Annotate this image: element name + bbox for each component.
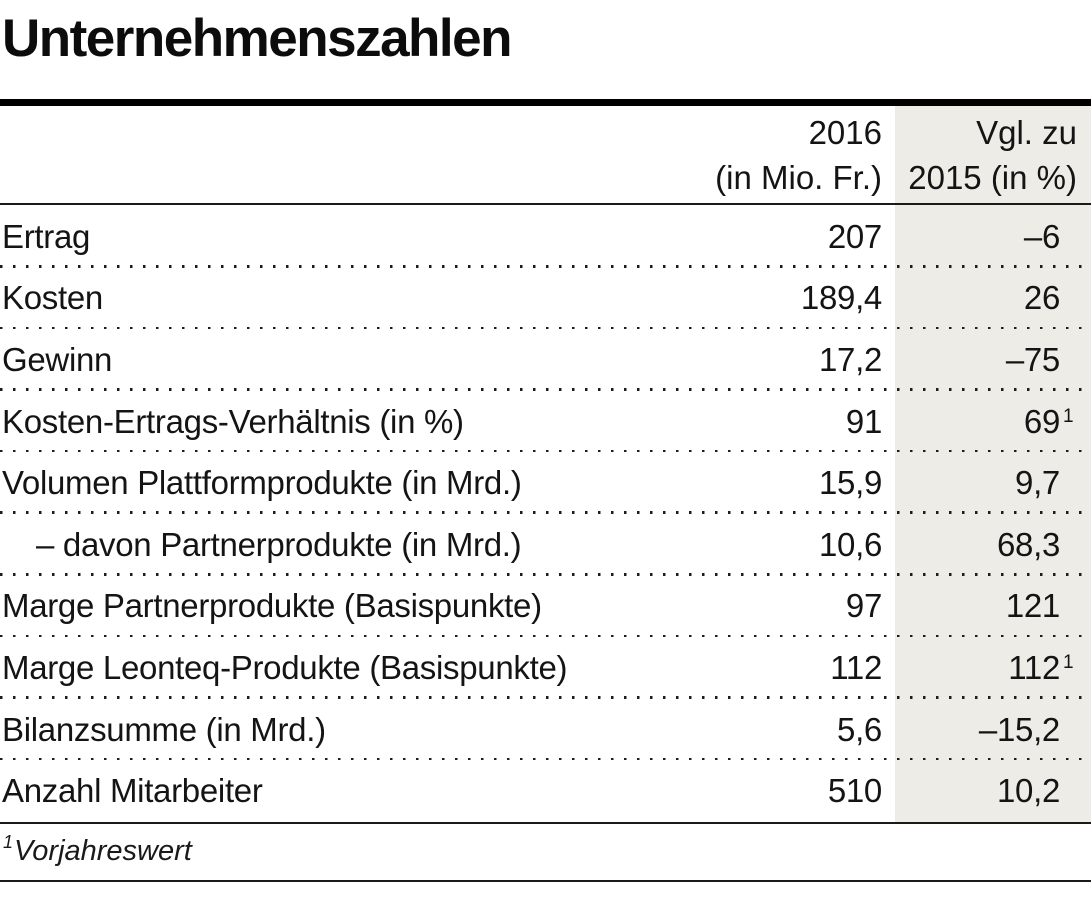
row-separator (0, 757, 1091, 761)
table-row: Kosten-Ertrags-Verhältnis (in %) 91 69 1 (0, 391, 1091, 453)
title-rule (0, 99, 1091, 106)
row-separator (0, 573, 1091, 576)
footnote-text: Vorjahreswert (14, 834, 192, 867)
compare-value: 9,7 (1015, 464, 1060, 502)
value-vs-2015: –6 (895, 218, 1091, 256)
table-header: 2016 (in Mio. Fr.) Vgl. zu 2015 (in %) (0, 106, 1091, 203)
table-row: Ertrag 207 –6 (0, 206, 1091, 268)
value-vs-2015: 112 1 (895, 649, 1091, 687)
compare-value: –6 (1023, 217, 1060, 255)
value-vs-2015: 69 1 (895, 403, 1091, 441)
table-row: Kosten 189,4 26 (0, 268, 1091, 330)
value-2016: 91 (845, 402, 882, 440)
value-2016: 15,9 (818, 464, 882, 502)
column-header-2016-line2: (in Mio. Fr.) (715, 159, 882, 196)
value-vs-2015: 68,3 (895, 526, 1091, 564)
row-label: Kosten-Ertrags-Verhältnis (in %) (2, 402, 464, 440)
table-row: Marge Partnerprodukte (Basispunkte) 97 1… (0, 576, 1091, 638)
row-label: Volumen Plattformprodukte (in Mrd.) (2, 464, 522, 502)
table-row: – davon Partnerprodukte (in Mrd.) 10,6 6… (0, 514, 1091, 576)
row-separator (0, 696, 1091, 699)
footnote-marker: 1 (1063, 405, 1074, 427)
column-header-2016-line1: 2016 (808, 114, 882, 151)
compare-value: 26 (1023, 279, 1060, 317)
table-row: Volumen Plattformprodukte (in Mrd.) 15,9… (0, 452, 1091, 514)
value-2016: 510 (827, 772, 882, 810)
table-bottom-rule (0, 822, 1091, 824)
value-vs-2015: –75 (895, 341, 1091, 379)
compare-value: 68,3 (996, 525, 1060, 563)
compare-value: 10,2 (996, 772, 1060, 810)
value-vs-2015: 26 (895, 279, 1091, 317)
compare-value: –75 (1005, 340, 1060, 378)
header-rule (0, 203, 1091, 205)
row-label: – davon Partnerprodukte (in Mrd.) (36, 525, 522, 563)
compare-value: –15,2 (978, 710, 1060, 748)
row-separator (0, 265, 1091, 268)
value-2016: 17,2 (818, 340, 882, 378)
row-label: Gewinn (2, 340, 113, 378)
row-label: Anzahl Mitarbeiter (2, 772, 263, 810)
table-body: Ertrag 207 –6 Kosten 189,4 26 Gewinn 17,… (0, 206, 1091, 822)
value-2016: 189,4 (800, 279, 882, 317)
row-label: Kosten (2, 279, 103, 317)
value-vs-2015: –15,2 (895, 711, 1091, 749)
figure-end-rule (0, 880, 1091, 882)
page-title: Unternehmenszahlen (2, 9, 513, 68)
footnote-marker: 1 (3, 831, 14, 852)
compare-value: 69 (1023, 402, 1060, 440)
row-label: Ertrag (2, 217, 91, 255)
table-row: Gewinn 17,2 –75 (0, 329, 1091, 391)
column-header-compare-line1: Vgl. zu (976, 114, 1077, 151)
row-separator (0, 449, 1091, 453)
row-separator (0, 388, 1091, 391)
table-row: Bilanzsumme (in Mrd.) 5,6 –15,2 (0, 699, 1091, 761)
table-row: Marge Leonteq-Produkte (Basispunkte) 112… (0, 637, 1091, 699)
value-2016: 207 (827, 217, 882, 255)
column-header-2016: 2016 (in Mio. Fr.) (662, 106, 882, 200)
row-label: Bilanzsumme (in Mrd.) (2, 710, 326, 748)
row-separator (0, 634, 1091, 638)
footnote-marker: 1 (1063, 651, 1074, 673)
row-label: Marge Partnerprodukte (Basispunkte) (2, 587, 542, 625)
value-vs-2015: 9,7 (895, 464, 1091, 502)
row-separator (0, 326, 1091, 330)
value-vs-2015: 121 (895, 587, 1091, 625)
value-2016: 5,6 (837, 710, 882, 748)
value-2016: 97 (845, 587, 882, 625)
value-2016: 112 (830, 648, 882, 686)
row-label: Marge Leonteq-Produkte (Basispunkte) (2, 648, 568, 686)
footnote: 1 Vorjahreswert (3, 824, 1083, 878)
highlight-column-background (895, 106, 1091, 822)
table-row: Anzahl Mitarbeiter 510 10,2 (0, 760, 1091, 822)
compare-value: 121 (1005, 587, 1060, 625)
row-separator (0, 511, 1091, 514)
value-2016: 10,6 (818, 525, 882, 563)
compare-value: 112 (1008, 648, 1060, 686)
column-header-compare: Vgl. zu 2015 (in %) (895, 106, 1091, 200)
value-vs-2015: 10,2 (895, 772, 1091, 810)
column-header-compare-line2: 2015 (in %) (908, 159, 1077, 196)
